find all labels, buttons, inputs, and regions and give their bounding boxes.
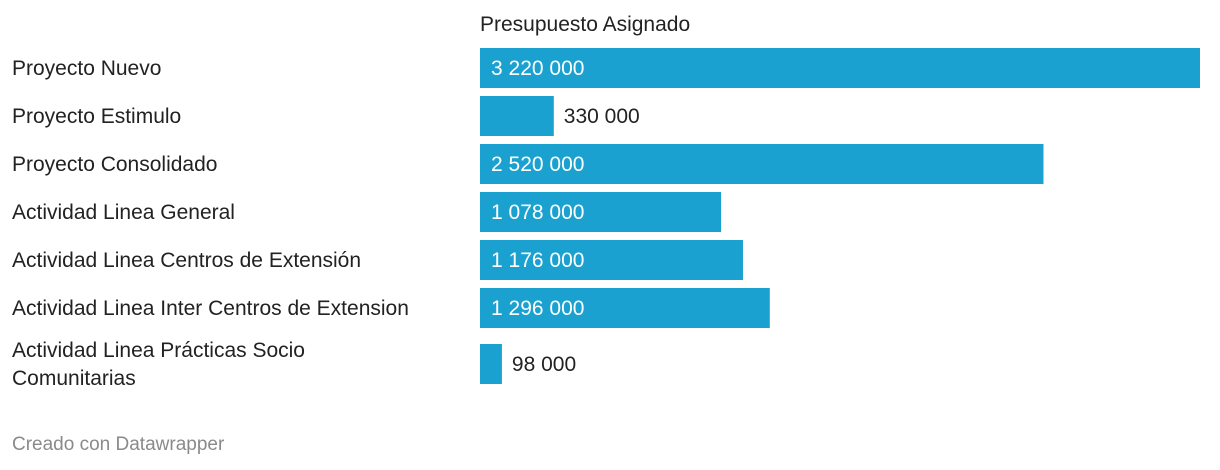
value-label: 1 078 000 [491,201,584,224]
value-label: 3 220 000 [491,57,584,80]
column-header: Presupuesto Asignado [480,13,690,36]
category-label-line: Proyecto Estimulo [12,105,181,128]
category-label-line: Proyecto Consolidado [12,153,217,176]
category-label-line: Actividad Linea Inter Centros de Extensi… [12,297,409,320]
category-label: Actividad Linea Prácticas Socio Comunitar… [12,339,305,390]
category-label: Proyecto Consolidado [12,153,217,176]
value-label: 1 176 000 [491,249,584,272]
category-label-line: Actividad Linea General [12,201,235,224]
bar [480,144,1044,184]
value-label: 98 000 [512,353,576,376]
bar [480,48,1200,88]
bar [480,344,502,384]
category-label: Proyecto Nuevo [12,57,161,80]
value-label: 1 296 000 [491,297,584,320]
category-label: Actividad Linea General [12,201,235,224]
bar [480,288,770,328]
category-label: Proyecto Estimulo [12,105,181,128]
bar [480,96,554,136]
value-label: 330 000 [564,105,640,128]
footer-credit: Creado con Datawrapper [12,434,225,455]
bar [480,240,743,280]
category-label-line: Proyecto Nuevo [12,57,161,80]
bar [480,192,722,232]
category-label-line: Actividad Linea Centros de Extensión [12,249,361,272]
category-label-line: Comunitarias [12,367,136,390]
category-label-line: Actividad Linea Prácticas Socio [12,339,305,362]
category-label: Actividad Linea Centros de Extensión [12,249,361,272]
value-label: 2 520 000 [491,153,584,176]
category-label: Actividad Linea Inter Centros de Extensi… [12,297,409,320]
